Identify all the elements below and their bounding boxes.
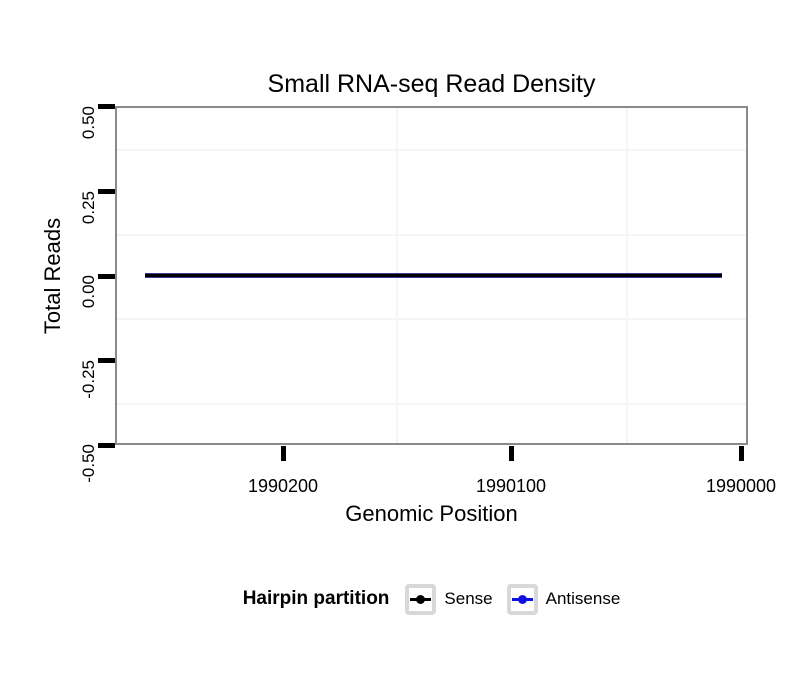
legend-label-antisense: Antisense [545, 589, 621, 608]
y-axis-title-text: Total Reads [40, 217, 65, 335]
legend: Hairpin partition Sense Antisense [115, 582, 748, 616]
y-tick-label: 0.25 [79, 191, 98, 225]
plot-title: Small RNA-seq Read Density [267, 70, 596, 98]
plot-panel [115, 106, 748, 445]
x-axis-title: Genomic Position [345, 501, 518, 526]
antisense-point-icon [517, 594, 527, 604]
y-tick-mark [98, 274, 115, 279]
y-tick-mark [98, 104, 115, 109]
y-tick-label: 0.00 [79, 275, 98, 309]
legend-title: Hairpin partition [242, 588, 390, 609]
minor-gridline-horizontal [117, 403, 746, 405]
sense-point-icon [416, 594, 426, 604]
y-tick-mark [98, 358, 115, 363]
x-tick-mark [509, 446, 514, 461]
y-tick-label: 0.50 [79, 106, 98, 140]
y-tick-label: -0.50 [79, 444, 98, 483]
x-tick-label: 1990200 [247, 476, 319, 496]
x-tick-label: 1990100 [475, 476, 547, 496]
minor-gridline-horizontal [117, 149, 746, 151]
x-tick-mark [739, 446, 744, 461]
y-tick-label: -0.25 [79, 360, 98, 399]
minor-gridline-horizontal [117, 234, 746, 236]
legend-key-antisense [506, 583, 538, 615]
minor-gridline-horizontal [117, 318, 746, 320]
y-tick-mark [98, 189, 115, 194]
x-tick-label: 1990000 [705, 476, 777, 496]
y-tick-mark [98, 443, 115, 448]
legend-label-sense: Sense [444, 589, 493, 608]
legend-key-sense [405, 583, 437, 615]
x-tick-mark [281, 446, 286, 461]
series-line-sense-antisense-overlap [145, 273, 722, 278]
